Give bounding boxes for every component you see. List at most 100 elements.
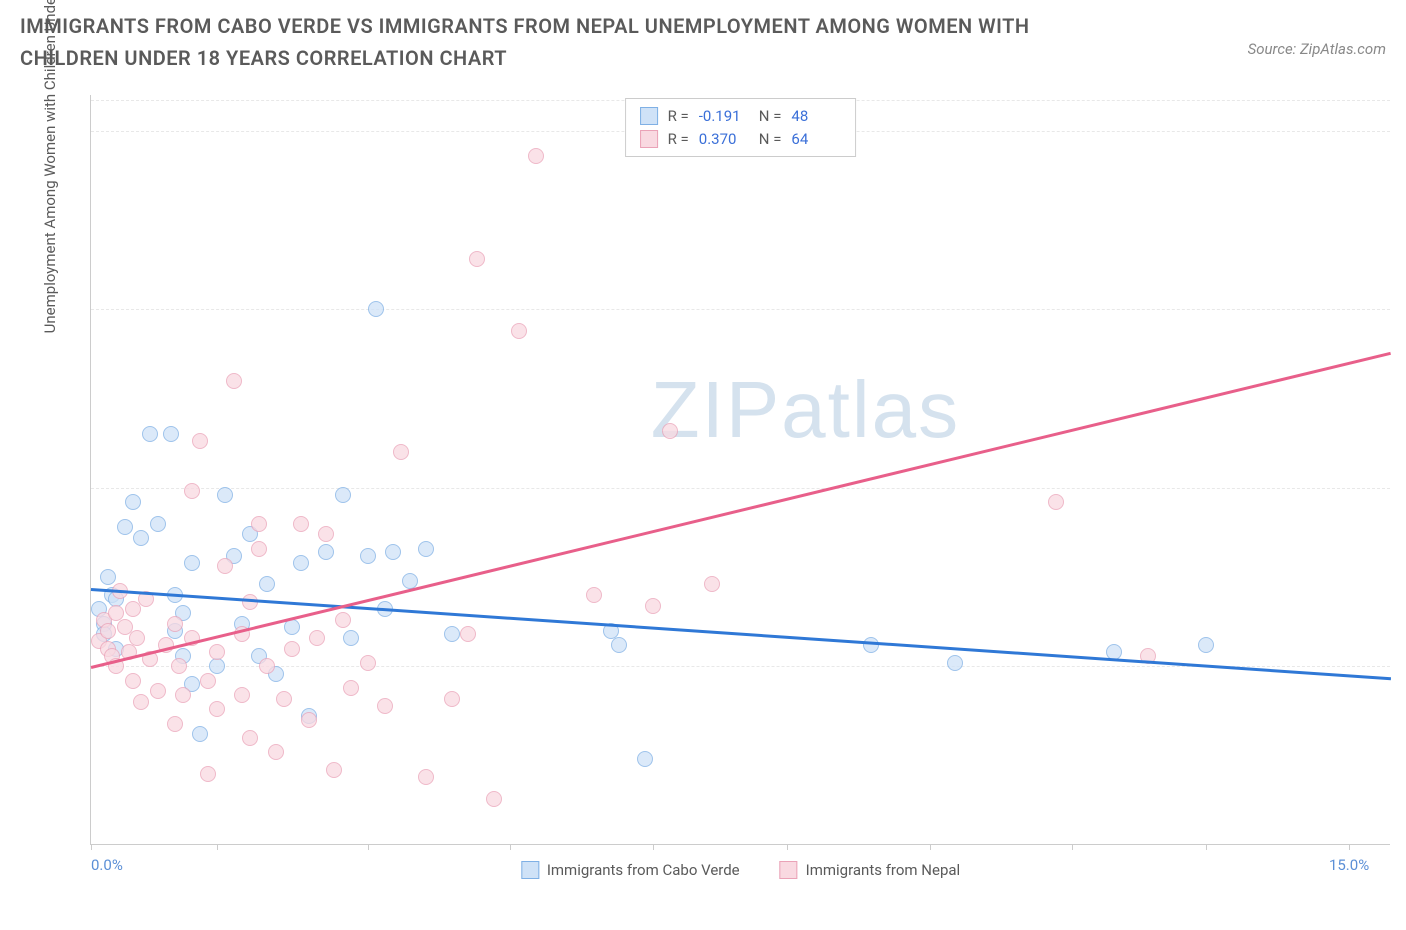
data-point-cabo-verde <box>1198 637 1214 653</box>
r-value-cabo-verde: -0.191 <box>699 105 749 128</box>
data-point-nepal <box>318 526 334 542</box>
data-point-nepal <box>393 444 409 460</box>
data-point-cabo-verde <box>418 541 434 557</box>
data-point-nepal <box>175 687 191 703</box>
data-point-nepal <box>167 616 183 632</box>
y-axis-label: Unemployment Among Women with Children U… <box>41 0 59 333</box>
watermark-thin: atlas <box>781 365 960 454</box>
data-point-cabo-verde <box>184 555 200 571</box>
data-point-cabo-verde <box>368 301 384 317</box>
data-point-nepal <box>1048 494 1064 510</box>
x-minor-tick <box>787 844 788 850</box>
data-point-cabo-verde <box>947 655 963 671</box>
data-point-nepal <box>200 673 216 689</box>
x-minor-tick <box>1206 844 1207 850</box>
data-point-nepal <box>150 683 166 699</box>
x-tick <box>930 844 931 850</box>
data-point-nepal <box>469 251 485 267</box>
data-point-cabo-verde <box>637 751 653 767</box>
data-point-nepal <box>184 483 200 499</box>
data-point-nepal <box>276 691 292 707</box>
bottom-legend: Immigrants from Cabo Verde Immigrants fr… <box>521 861 960 879</box>
data-point-nepal <box>268 744 284 760</box>
data-point-cabo-verde <box>863 637 879 653</box>
data-point-cabo-verde <box>318 544 334 560</box>
data-point-cabo-verde <box>444 626 460 642</box>
data-point-nepal <box>460 626 476 642</box>
data-point-nepal <box>301 712 317 728</box>
data-point-nepal <box>704 576 720 592</box>
data-point-cabo-verde <box>360 548 376 564</box>
grid-line-h <box>91 309 1390 310</box>
data-point-nepal <box>343 680 359 696</box>
n-value-nepal: 64 <box>791 128 841 151</box>
data-point-cabo-verde <box>117 519 133 535</box>
data-point-nepal <box>242 730 258 746</box>
data-point-cabo-verde <box>611 637 627 653</box>
data-point-nepal <box>209 644 225 660</box>
legend-item-cabo-verde: Immigrants from Cabo Verde <box>521 861 740 879</box>
data-point-nepal <box>645 598 661 614</box>
data-point-nepal <box>200 766 216 782</box>
r-value-nepal: 0.370 <box>699 128 749 151</box>
stats-legend: R = -0.191 N = 48 R = 0.370 N = 64 <box>625 98 857 157</box>
data-point-nepal <box>259 658 275 674</box>
n-label: N = <box>759 105 782 128</box>
stats-row-nepal: R = 0.370 N = 64 <box>640 128 842 151</box>
data-point-nepal <box>217 558 233 574</box>
data-point-cabo-verde <box>293 555 309 571</box>
x-minor-tick <box>653 844 654 850</box>
x-minor-tick <box>1072 844 1073 850</box>
data-point-cabo-verde <box>125 494 141 510</box>
data-point-nepal <box>284 641 300 657</box>
data-point-nepal <box>251 516 267 532</box>
data-point-cabo-verde <box>402 573 418 589</box>
grid-line-h <box>91 666 1390 667</box>
trend-line-nepal <box>91 352 1392 669</box>
x-tick-label: 15.0% <box>1329 856 1369 874</box>
data-point-cabo-verde <box>100 569 116 585</box>
x-minor-tick <box>368 844 369 850</box>
chart-header: IMMIGRANTS FROM CABO VERDE VS IMMIGRANTS… <box>0 0 1406 74</box>
data-point-cabo-verde <box>163 426 179 442</box>
data-point-nepal <box>209 701 225 717</box>
watermark-bold: ZIP <box>651 365 781 454</box>
data-point-nepal <box>418 769 434 785</box>
data-point-nepal <box>377 698 393 714</box>
r-label: R = <box>668 105 689 128</box>
data-point-nepal <box>326 762 342 778</box>
legend-item-nepal: Immigrants from Nepal <box>780 861 961 879</box>
data-point-nepal <box>528 148 544 164</box>
x-tick <box>91 844 92 850</box>
legend-swatch-cabo-verde <box>521 861 539 879</box>
data-point-nepal <box>133 694 149 710</box>
data-point-nepal <box>511 323 527 339</box>
data-point-cabo-verde <box>284 619 300 635</box>
data-point-nepal <box>192 433 208 449</box>
data-point-nepal <box>662 423 678 439</box>
chart-area: Unemployment Among Women with Children U… <box>60 95 1390 875</box>
data-point-cabo-verde <box>217 487 233 503</box>
data-point-nepal <box>586 587 602 603</box>
data-point-cabo-verde <box>335 487 351 503</box>
source-attribution: Source: ZipAtlas.com <box>1248 10 1386 58</box>
swatch-nepal <box>640 130 658 148</box>
data-point-nepal <box>171 658 187 674</box>
n-label: N = <box>759 128 782 151</box>
scatter-plot: ZIPatlas R = -0.191 N = 48 R = 0.370 N =… <box>90 95 1390 845</box>
x-minor-tick <box>217 844 218 850</box>
r-label: R = <box>668 128 689 151</box>
data-point-nepal <box>360 655 376 671</box>
data-point-cabo-verde <box>150 516 166 532</box>
x-tick <box>1349 844 1350 850</box>
data-point-nepal <box>234 687 250 703</box>
data-point-cabo-verde <box>209 658 225 674</box>
stats-row-cabo-verde: R = -0.191 N = 48 <box>640 105 842 128</box>
data-point-nepal <box>335 612 351 628</box>
data-point-nepal <box>251 541 267 557</box>
data-point-nepal <box>129 630 145 646</box>
watermark: ZIPatlas <box>651 364 960 456</box>
swatch-cabo-verde <box>640 107 658 125</box>
data-point-cabo-verde <box>259 576 275 592</box>
data-point-cabo-verde <box>192 726 208 742</box>
